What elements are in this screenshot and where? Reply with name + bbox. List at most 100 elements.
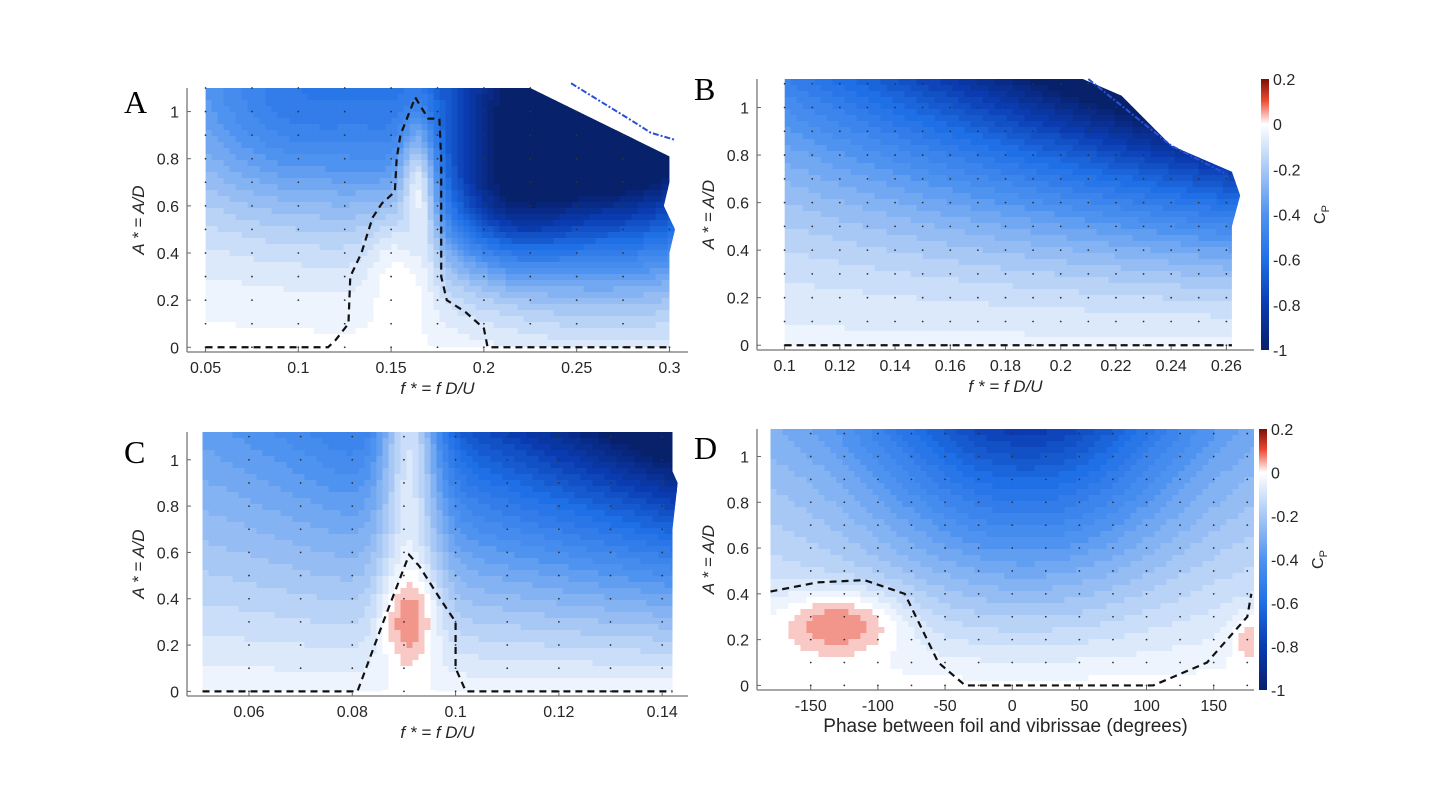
contour-cell — [505, 322, 513, 329]
contour-cell — [223, 148, 231, 155]
contour-cell — [595, 340, 603, 347]
contour-cell — [589, 268, 597, 275]
contour-cell — [832, 331, 840, 338]
contour-cell — [874, 163, 882, 170]
contour-cell — [265, 262, 273, 269]
contour-cell — [802, 265, 810, 272]
contour-cell — [958, 235, 966, 242]
contour-cell — [313, 202, 321, 209]
contour-cell — [553, 142, 561, 149]
contour-cell — [259, 88, 267, 95]
sample-point — [482, 322, 485, 325]
contour-cell — [385, 178, 393, 185]
contour-cell — [892, 193, 900, 200]
contour-cell — [916, 97, 924, 104]
contour-cell — [505, 100, 513, 107]
contour-cell — [463, 190, 471, 197]
contour-cell — [283, 268, 291, 275]
contour-cell — [940, 121, 948, 128]
contour-cell — [541, 274, 549, 281]
contour-cell — [565, 190, 573, 197]
contour-cell — [607, 160, 615, 167]
contour-cell — [820, 157, 828, 164]
contour-cell — [898, 187, 906, 194]
contour-cell — [613, 196, 621, 203]
contour-cell — [613, 190, 621, 197]
contour-cell — [211, 196, 219, 203]
contour-cell — [475, 160, 483, 167]
contour-cell — [958, 103, 966, 110]
contour-cell — [607, 148, 615, 155]
contour-cell — [505, 148, 513, 155]
contour-cell — [385, 208, 393, 215]
contour-cell — [904, 157, 912, 164]
contour-cell — [241, 208, 249, 215]
contour-cell — [439, 142, 447, 149]
contour-cell — [481, 130, 489, 137]
contour-cell — [271, 214, 279, 221]
contour-cell — [952, 151, 960, 158]
contour-cell — [946, 265, 954, 272]
contour-cell — [934, 247, 942, 254]
contour-cell — [511, 268, 519, 275]
contour-cell — [637, 316, 645, 323]
contour-cell — [928, 211, 936, 218]
contour-cell — [511, 148, 519, 155]
contour-cell — [790, 151, 798, 158]
contour-cell — [649, 202, 657, 209]
contour-cell — [832, 229, 840, 236]
contour-cell — [481, 184, 489, 191]
contour-cell — [247, 256, 255, 263]
contour-cell — [295, 310, 303, 317]
contour-cell — [898, 151, 906, 158]
contour-cell — [523, 202, 531, 209]
contour-cell — [439, 334, 447, 341]
contour-cell — [343, 310, 351, 317]
contour-cell — [361, 142, 369, 149]
contour-cell — [856, 265, 864, 272]
contour-cell — [934, 109, 942, 116]
contour-cell — [301, 226, 309, 233]
contour-cell — [862, 139, 870, 146]
contour-cell — [487, 136, 495, 143]
contour-cell — [349, 166, 357, 173]
contour-cell — [421, 244, 429, 251]
contour-cell — [319, 142, 327, 149]
contour-cell — [211, 118, 219, 125]
contour-cell — [283, 244, 291, 251]
contour-cell — [856, 109, 864, 116]
contour-cell — [259, 160, 267, 167]
contour-cell — [856, 103, 864, 110]
contour-cell — [247, 166, 255, 173]
contour-cell — [385, 340, 393, 347]
contour-cell — [928, 205, 936, 212]
contour-cell — [796, 271, 804, 278]
contour-cell — [487, 148, 495, 155]
contour-cell — [928, 241, 936, 248]
contour-cell — [625, 244, 633, 251]
contour-cell — [445, 250, 453, 257]
contour-cell — [661, 340, 669, 347]
contour-cell — [808, 253, 816, 260]
contour-cell — [259, 298, 267, 305]
contour-cell — [289, 184, 297, 191]
contour-cell — [583, 208, 591, 215]
contour-cell — [541, 286, 549, 293]
contour-cell — [493, 340, 501, 347]
contour-cell — [844, 301, 852, 308]
contour-cell — [229, 250, 237, 257]
contour-cell — [796, 217, 804, 224]
x-axis-label: f * = f D/U — [400, 379, 475, 398]
sample-point — [575, 204, 578, 207]
contour-cell — [577, 94, 585, 101]
contour-cell — [511, 256, 519, 263]
contour-cell — [796, 319, 804, 326]
contour-cell — [589, 226, 597, 233]
contour-cell — [625, 262, 633, 269]
contour-cell — [862, 127, 870, 134]
contour-cell — [481, 202, 489, 209]
contour-cell — [898, 235, 906, 242]
contour-cell — [427, 226, 435, 233]
contour-cell — [886, 115, 894, 122]
contour-cell — [427, 298, 435, 305]
